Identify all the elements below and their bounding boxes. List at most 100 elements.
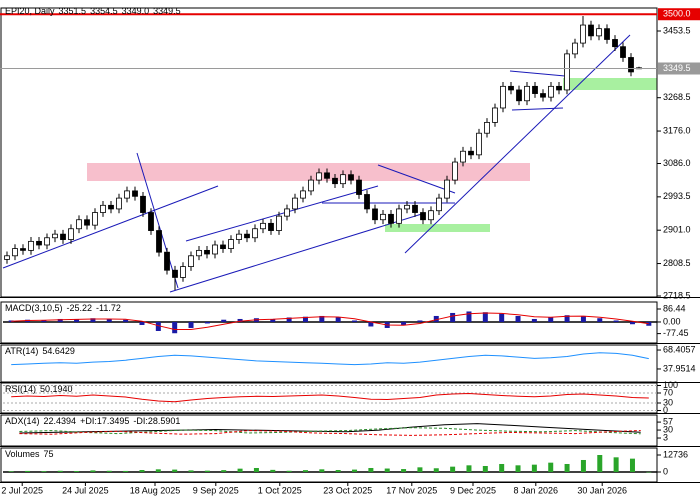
candle-body [548, 85, 554, 98]
indicator-bar [384, 468, 390, 473]
trend-line [511, 107, 564, 111]
indicator-bar [352, 469, 358, 473]
trend-line [377, 164, 456, 194]
y-tick-label: 100 [663, 380, 678, 390]
indicator-bar [155, 469, 161, 473]
candle-body [284, 208, 290, 217]
trend-line [404, 34, 631, 254]
indicator-bar [204, 470, 210, 473]
price-label: 3500.0 [663, 9, 691, 19]
y-tick-label: 2901.0 [663, 225, 691, 235]
candle-body [76, 219, 82, 230]
series-name: +DI: [80, 416, 97, 426]
indicator-bar [499, 313, 505, 322]
indicator-bar [401, 469, 407, 473]
y-tick-label: 3268.5 [663, 92, 691, 102]
indicator-bar [482, 312, 488, 322]
x-tick-label: 30 Jan 2026 [577, 485, 627, 495]
x-tick-label: 18 Aug 2025 [130, 485, 181, 495]
indicator-bar [564, 463, 570, 473]
indicator-bar [270, 318, 276, 322]
price-label-box [658, 62, 700, 75]
candle-body [572, 42, 578, 55]
trend-line [2, 185, 219, 269]
indicator-bar [123, 470, 129, 473]
indicator-bar [564, 315, 570, 322]
candle-body [244, 233, 250, 239]
indicator-bar [172, 321, 178, 334]
indicator-header: ATR(14) 54.6429 [5, 346, 75, 356]
indicator-bar [237, 468, 243, 473]
candle-body [404, 204, 410, 210]
candle-body [612, 39, 618, 48]
indicator-bar [548, 462, 554, 473]
candle-body [276, 215, 282, 231]
indicator-bar [319, 469, 325, 473]
y-tick-label: 0 [663, 466, 668, 476]
indicator-bar [433, 468, 439, 473]
indicator-bar [302, 470, 308, 473]
price-label: 3349.5 [663, 63, 691, 73]
indicator-line [11, 352, 649, 366]
candle-body [396, 208, 402, 224]
candle-body [556, 85, 562, 91]
x-tick-label: 8 Jan 2026 [514, 485, 559, 495]
ohlc-value: 3349.0 [122, 6, 150, 16]
indicator-bar [155, 321, 161, 331]
series-last-value: 28.5901 [148, 416, 181, 426]
candle-body [260, 222, 266, 230]
candle-body [476, 132, 482, 156]
candle-body [588, 24, 594, 37]
indicator-bar [188, 321, 194, 328]
chart-title: EPI20, Daily [5, 6, 55, 16]
indicator-bar [57, 470, 63, 473]
candle-body [468, 150, 474, 156]
candle-body [212, 244, 218, 255]
indicator-bar [106, 470, 112, 473]
indicator-bar [515, 465, 521, 473]
y-tick-label: 0 [663, 405, 668, 415]
indicator-bar [172, 469, 178, 473]
indicator-bar [237, 318, 243, 322]
indicator-bar [482, 465, 488, 473]
indicator-bar [41, 320, 47, 322]
candle-body [324, 172, 330, 179]
candle-body [180, 266, 186, 278]
indicator-bar [417, 320, 423, 322]
indicator-bar [221, 319, 227, 322]
series-last-value: -25.22 [67, 303, 93, 313]
candle-body [300, 190, 306, 199]
chart-header: EPI20, Daily 3351.5 3354.5 3349.0 3349.5 [5, 6, 181, 16]
y-tick-label: 2993.5 [663, 191, 691, 201]
indicator-header: MACD(3,10,5) -25.22 -11.72 [5, 303, 121, 313]
series-last-value: -11.72 [96, 303, 121, 313]
support-zone [563, 78, 657, 90]
indicator-bar [123, 319, 129, 322]
candle-body [68, 228, 74, 240]
indicator-bar [319, 315, 325, 322]
candle-body [628, 57, 634, 73]
indicator-bar [286, 470, 292, 473]
indicator-bar [139, 469, 145, 473]
x-tick-label: 17 Nov 2025 [386, 485, 437, 495]
candle-body [500, 85, 506, 109]
indicator-bar [548, 317, 554, 322]
candle-body [4, 255, 10, 260]
support-zone [385, 224, 490, 232]
price-label-box [658, 8, 700, 21]
series-last-value: 54.6429 [42, 346, 75, 356]
indicator-line [11, 312, 649, 330]
candle-body [388, 213, 394, 224]
x-tick-label: 24 Jul 2025 [62, 485, 109, 495]
indicator-bar [646, 471, 652, 473]
candle-body [308, 179, 314, 192]
indicator-bar [352, 320, 358, 322]
candle-body [84, 219, 90, 226]
ohlc-value: 3349.5 [153, 6, 181, 16]
series-last-value: 22.4394 [44, 416, 77, 426]
candle-body [516, 89, 522, 102]
indicator-title: MACD(3,10,5) [5, 303, 63, 313]
candle-body [124, 190, 130, 199]
candle-body [452, 161, 458, 181]
indicator-bar [204, 321, 210, 324]
